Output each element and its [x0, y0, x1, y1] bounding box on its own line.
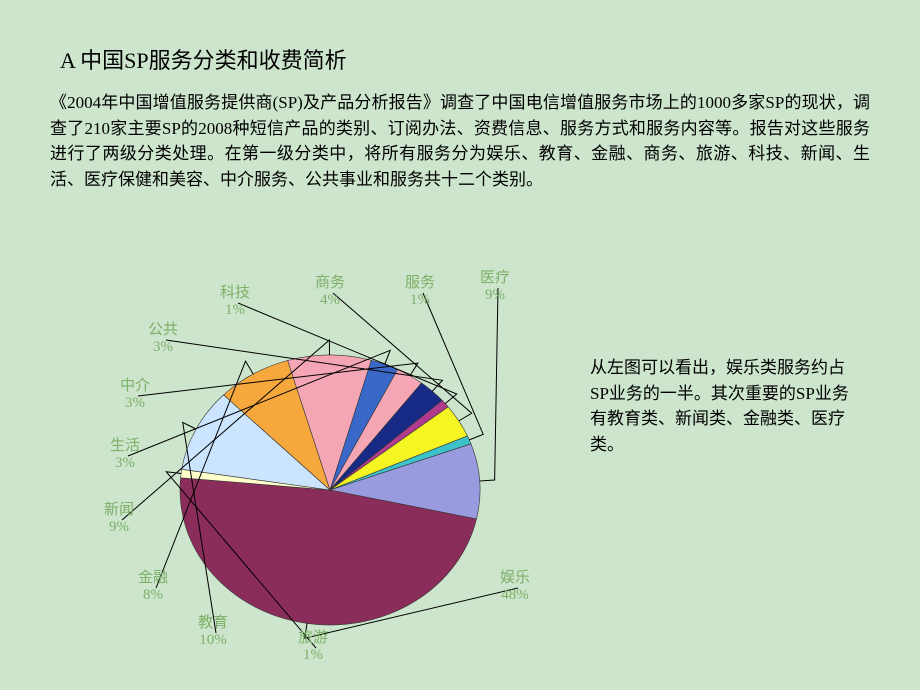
- pie-label-pct: 3%: [120, 395, 150, 412]
- pie-label-pct: 10%: [198, 632, 228, 649]
- pie-label-name: 科技: [220, 285, 250, 302]
- pie-label-pct: 48%: [500, 587, 530, 604]
- pie-label: 商务4%: [315, 275, 345, 310]
- side-note: 从左图可以看出，娱乐类服务约占SP业务的一半。其次重要的SP业务有教育类、新闻类…: [590, 355, 850, 457]
- pie-label-name: 新闻: [104, 502, 134, 519]
- pie-label-pct: 3%: [110, 455, 140, 472]
- page-title: A 中国SP服务分类和收费简析: [60, 43, 347, 75]
- pie-label: 娱乐48%: [500, 570, 530, 605]
- pie-label-pct: 9%: [104, 519, 134, 536]
- pie-label-name: 生活: [110, 438, 140, 455]
- pie-label-pct: 1%: [405, 292, 435, 309]
- pie-label-name: 公共: [148, 322, 178, 339]
- pie-label-name: 医疗: [480, 270, 510, 287]
- pie-leader: [480, 288, 498, 481]
- pie-label: 旅游1%: [298, 630, 328, 665]
- pie-label-name: 中介: [120, 378, 150, 395]
- pie-label: 金融8%: [138, 570, 168, 605]
- pie-label: 科技1%: [220, 285, 250, 320]
- pie-label-pct: 4%: [315, 292, 345, 309]
- pie-label-pct: 8%: [138, 587, 168, 604]
- pie-label: 公共3%: [148, 322, 178, 357]
- pie-label: 服务1%: [405, 275, 435, 310]
- pie-label-name: 服务: [405, 275, 435, 292]
- intro-paragraph: 《2004年中国增值服务提供商(SP)及产品分析报告》调查了中国电信增值服务市场…: [50, 90, 870, 192]
- pie-label-name: 商务: [315, 275, 345, 292]
- pie-label: 医疗9%: [480, 270, 510, 305]
- pie-label-pct: 1%: [298, 647, 328, 664]
- pie-label: 教育10%: [198, 615, 228, 650]
- pie-label-name: 旅游: [298, 630, 328, 647]
- pie-chart: 医疗9%娱乐48%旅游1%教育10%金融8%新闻9%生活3%中介3%公共3%科技…: [70, 260, 570, 680]
- pie-svg: [70, 260, 570, 680]
- pie-label-pct: 3%: [148, 339, 178, 356]
- pie-label: 新闻9%: [104, 502, 134, 537]
- pie-label: 中介3%: [120, 378, 150, 413]
- pie-label-pct: 1%: [220, 302, 250, 319]
- pie-label-name: 教育: [198, 615, 228, 632]
- pie-label-name: 娱乐: [500, 570, 530, 587]
- pie-label-name: 金融: [138, 570, 168, 587]
- pie-label-pct: 9%: [480, 287, 510, 304]
- pie-label: 生活3%: [110, 438, 140, 473]
